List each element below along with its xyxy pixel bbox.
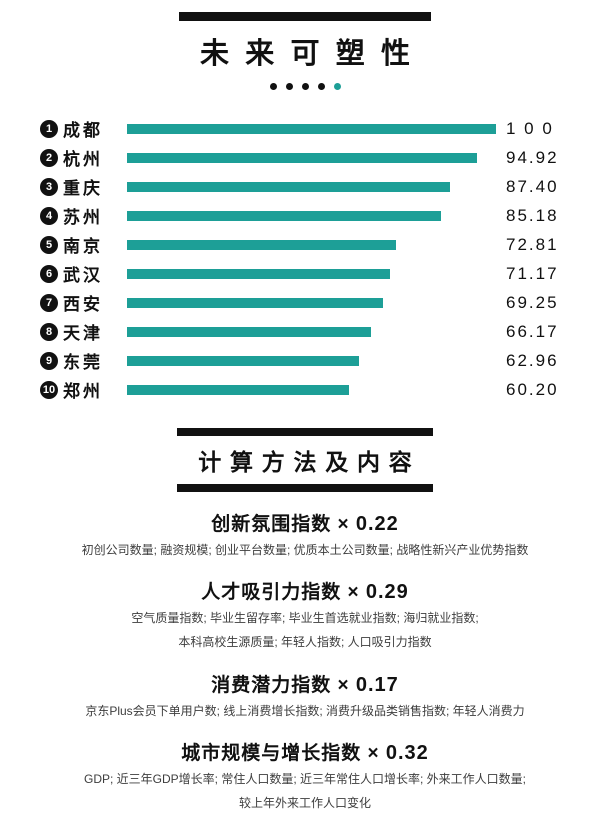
methods-bottom-rule: [177, 484, 433, 492]
rank-badge: 1: [40, 119, 58, 138]
value-bar: [127, 210, 442, 221]
dot-icon: [269, 83, 277, 90]
ranking-bar-chart: 1 成都 1 0 0 2 杭州 94.92 3 重庆 87.40 4 苏州 85.18 5 南京 72.81…: [0, 114, 610, 404]
city-label: 南京: [63, 237, 103, 256]
rank-badge: 6: [40, 264, 58, 283]
bar-track: [127, 210, 496, 221]
method-section: 消费潜力指数 × 0.17 京东Plus会员下单用户数; 线上消费增长指数; 消费…: [0, 670, 610, 721]
city-label: 武汉: [63, 266, 103, 285]
chart-row: 10 郑州 60.20: [40, 375, 582, 404]
rank-badge: 2: [40, 148, 58, 167]
dot-icon: [285, 83, 293, 90]
bar-track: [127, 181, 496, 192]
method-name: 创新氛围指数 ×: [211, 514, 356, 535]
value-label: 87.40: [506, 176, 559, 196]
methods-top-rule: [177, 428, 433, 436]
method-detail-line: GDP; 近三年GDP增长率; 常住人口数量; 近三年常住人口增长率; 外来工作…: [83, 771, 527, 786]
method-section: 人才吸引力指数 × 0.29 空气质量指数; 毕业生留存率; 毕业生首选就业指数;…: [0, 577, 610, 652]
value-bar: [127, 239, 396, 250]
chart-row: 1 成都 1 0 0: [40, 114, 582, 143]
method-detail-line: 本科高校生源质量; 年轻人指数; 人口吸引力指数: [178, 635, 432, 650]
method-name: 城市规模与增长指数 ×: [181, 742, 386, 764]
value-bar: [127, 268, 390, 279]
methods-list: 创新氛围指数 × 0.22 初创公司数量; 融资规模; 创业平台数量; 优质本土公…: [0, 509, 610, 813]
value-bar: [127, 355, 360, 366]
method-heading: 消费潜力指数 × 0.17: [0, 670, 610, 697]
rank-badge: 9: [40, 351, 58, 370]
value-label: 94.92: [506, 147, 559, 167]
bar-track: [127, 297, 496, 308]
chart-row: 3 重庆 87.40: [40, 172, 582, 201]
method-section: 城市规模与增长指数 × 0.32 GDP; 近三年GDP增长率; 常住人口数量; …: [0, 738, 610, 813]
dot-icon: [333, 83, 341, 90]
chart-row: 7 西安 69.25: [40, 288, 582, 317]
dot-icon: [301, 83, 309, 90]
bar-track: [127, 384, 496, 395]
chart-row: 9 东莞 62.96: [40, 346, 582, 375]
city-label: 天津: [63, 324, 103, 343]
bar-track: [127, 152, 496, 163]
method-weight: 0.17: [355, 673, 399, 696]
value-bar: [127, 123, 496, 134]
city-label: 重庆: [63, 179, 103, 198]
value-label: 1 0 0: [506, 118, 554, 138]
chart-row: 5 南京 72.81: [40, 230, 582, 259]
value-label: 85.18: [506, 205, 559, 225]
value-bar: [127, 152, 478, 163]
rank-badge: 10: [40, 380, 58, 399]
value-bar: [127, 181, 450, 192]
chart-header: 未来可塑性: [0, 12, 610, 90]
value-label: 60.20: [506, 379, 559, 399]
header-rule: [179, 12, 431, 21]
rank-badge: 4: [40, 206, 58, 225]
value-label: 66.17: [506, 321, 559, 341]
method-heading: 人才吸引力指数 × 0.29: [0, 577, 610, 604]
city-label: 杭州: [63, 150, 103, 169]
chart-row: 2 杭州 94.92: [40, 143, 582, 172]
value-label: 72.81: [506, 234, 559, 254]
chart-row: 4 苏州 85.18: [40, 201, 582, 230]
method-heading: 创新氛围指数 × 0.22: [0, 509, 610, 536]
chart-row: 8 天津 66.17: [40, 317, 582, 346]
bar-track: [127, 355, 496, 366]
rank-badge: 3: [40, 177, 58, 196]
value-label: 62.96: [506, 350, 559, 370]
value-label: 69.25: [506, 292, 559, 312]
chart-rows: 1 成都 1 0 0 2 杭州 94.92 3 重庆 87.40 4 苏州 85.18 5 南京 72.81…: [40, 114, 582, 404]
city-label: 西安: [63, 295, 103, 314]
method-heading: 城市规模与增长指数 × 0.32: [0, 738, 610, 765]
chart-row: 6 武汉 71.17: [40, 259, 582, 288]
infographic-page: 未来可塑性 1 成都 1 0 0 2 杭州 94.92 3 重庆 87.40 4 苏州 85.18 5 南…: [0, 12, 610, 810]
value-bar: [127, 326, 372, 337]
methods-title: 计算方法及内容: [198, 449, 421, 475]
city-label: 苏州: [63, 208, 103, 227]
method-section: 创新氛围指数 × 0.22 初创公司数量; 融资规模; 创业平台数量; 优质本土公…: [0, 509, 610, 560]
method-detail-line: 较上年外来工作人口变化: [238, 795, 371, 810]
city-label: 郑州: [63, 382, 103, 401]
method-name: 人才吸引力指数 ×: [201, 582, 366, 604]
bar-track: [127, 326, 496, 337]
header-dots: [0, 83, 610, 90]
method-detail-line: 初创公司数量; 融资规模; 创业平台数量; 优质本土公司数量; 战略性新兴产业优…: [81, 543, 529, 557]
method-detail-line: 京东Plus会员下单用户数; 线上消费增长指数; 消费升级品类销售指数; 年轻人…: [85, 703, 525, 718]
value-label: 71.17: [506, 263, 559, 283]
methods-section: 计算方法及内容 创新氛围指数 × 0.22 初创公司数量; 融资规模; 创业平台数…: [0, 428, 610, 813]
value-bar: [127, 384, 350, 395]
method-weight: 0.32: [385, 741, 429, 764]
bar-track: [127, 123, 496, 134]
method-weight: 0.29: [365, 581, 409, 604]
rank-badge: 8: [40, 322, 58, 341]
method-detail-line: 空气质量指数; 毕业生留存率; 毕业生首选就业指数; 海归就业指数;: [131, 611, 479, 626]
bar-track: [127, 268, 496, 279]
chart-title: 未来可塑性: [200, 38, 427, 70]
rank-badge: 5: [40, 235, 58, 254]
value-bar: [127, 297, 383, 308]
city-label: 成都: [63, 121, 103, 140]
rank-badge: 7: [40, 293, 58, 312]
dot-icon: [317, 83, 325, 90]
method-name: 消费潜力指数 ×: [211, 674, 356, 696]
city-label: 东莞: [63, 353, 103, 372]
bar-track: [127, 239, 496, 250]
method-weight: 0.22: [355, 513, 399, 535]
